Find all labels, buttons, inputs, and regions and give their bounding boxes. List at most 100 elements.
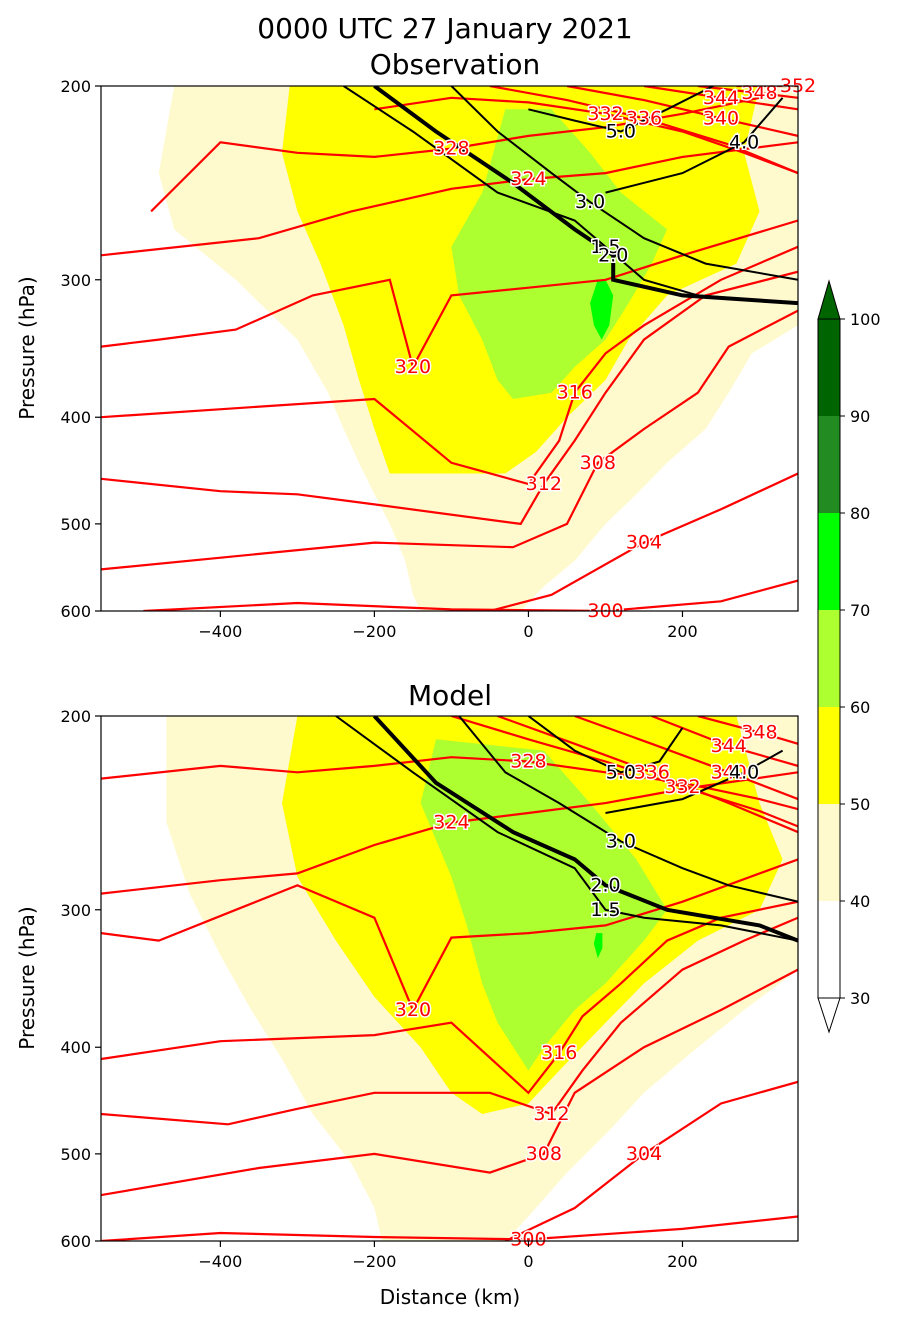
colorbar-tick-label: 30 [850, 989, 870, 1008]
colorbar-extend-min [817, 997, 841, 1034]
theta-contour-320 [101, 219, 798, 370]
y-axis-label: Pressure (hPa) [15, 276, 39, 419]
y-tick-label: 500 [60, 515, 91, 534]
pv-label-4.0: 4.0 [729, 761, 759, 783]
theta-contour-316 [101, 900, 798, 1095]
theta-label-304: 304 [626, 1143, 662, 1165]
x-tick-label: 200 [667, 1252, 698, 1271]
colorbar-tick-label: 50 [850, 795, 870, 814]
theta-label-312: 312 [526, 473, 562, 495]
theta-label-308: 308 [580, 452, 616, 474]
fill-region-70 [593, 933, 603, 959]
colorbar-segment [818, 901, 840, 998]
pv-contour-1.5 [335, 716, 798, 942]
plot-frame [100, 715, 799, 1242]
theta-label-316: 316 [557, 382, 593, 404]
theta-label-348: 348 [741, 82, 777, 104]
theta-contour-344 [651, 716, 798, 767]
theta-label-324: 324 [433, 812, 469, 834]
pv-contour-4.0 [605, 749, 784, 814]
theta-label-300: 300 [510, 1228, 546, 1250]
y-tick-label: 400 [60, 1038, 91, 1057]
y-tick-label: 400 [60, 408, 91, 427]
x-tick-label: 0 [523, 622, 533, 641]
pv-contour-1.5 [343, 86, 798, 305]
pv-label-5.0: 5.0 [606, 121, 636, 143]
theta-contour-300 [143, 579, 798, 611]
theta-label-312: 312 [533, 1103, 569, 1125]
theta-contour-344 [643, 86, 798, 111]
theta-label-316: 316 [541, 1042, 577, 1064]
theta-contour-336 [497, 716, 798, 834]
fill-region-70 [590, 279, 614, 340]
theta-contour-312 [101, 916, 798, 1126]
colorbar-segment [818, 513, 840, 610]
theta-label-324: 324 [510, 168, 546, 190]
theta-label-344: 344 [703, 87, 739, 109]
colorbar-segment [818, 707, 840, 804]
theta-label-336: 336 [634, 761, 670, 783]
theta-contour-348 [697, 86, 798, 99]
y-tick-label: 600 [60, 602, 91, 621]
theta-label-320: 320 [395, 999, 431, 1021]
plot-frame [100, 85, 799, 612]
panel-title-model: Model [408, 679, 492, 712]
pv-contour-4.0 [605, 97, 784, 194]
panel-title-observation: Observation [370, 48, 541, 81]
pv-contour-2.0 [373, 86, 798, 306]
pv-contour-5.0 [528, 86, 714, 133]
colorbar-extend-max [817, 279, 841, 320]
colorbar-tick-label: 100 [850, 310, 881, 329]
colorbar-segment [818, 416, 840, 513]
theta-label-332: 332 [587, 103, 623, 125]
theta-contour-308 [101, 309, 798, 571]
theta-contour-304 [504, 1080, 798, 1241]
x-tick-label: −400 [198, 1252, 242, 1271]
pv-label-3.0: 3.0 [575, 191, 605, 213]
colorbar-segment [818, 610, 840, 707]
y-tick-label: 300 [60, 271, 91, 290]
x-tick-label: −200 [352, 622, 396, 641]
x-tick-label: 200 [667, 622, 698, 641]
colorbar-tick-label: 70 [850, 601, 870, 620]
colorbar: 30 40 50 60 70 80 90 100 [817, 279, 881, 1034]
pv-label-4.0: 4.0 [729, 131, 759, 153]
figure-title: 0000 UTC 27 January 2021 [257, 12, 632, 45]
colorbar-tick-label: 80 [850, 504, 870, 523]
colorbar-tick-label: 90 [850, 407, 870, 426]
pv-label-1.5: 1.5 [590, 899, 620, 921]
colorbar-tick-label: 60 [850, 698, 870, 717]
pv-label-2.0: 2.0 [590, 874, 620, 896]
theta-label-336: 336 [626, 107, 662, 129]
theta-label-308: 308 [526, 1143, 562, 1165]
theta-contour-340 [574, 716, 798, 801]
x-tick-label: −200 [352, 1252, 396, 1271]
theta-contour-332 [451, 716, 798, 828]
theta-contour-324 [101, 771, 798, 895]
theta-contour-304 [489, 472, 798, 611]
theta-label-344: 344 [711, 735, 747, 757]
theta-label-340: 340 [711, 761, 747, 783]
pv-label-3.0: 3.0 [606, 830, 636, 852]
pv-contour-3.0 [450, 86, 798, 281]
colorbar-tick-label: 40 [850, 892, 870, 911]
theta-label-304: 304 [626, 532, 662, 554]
theta-contour-316 [101, 245, 798, 486]
theta-contour-328 [101, 756, 798, 811]
theta-label-340: 340 [703, 107, 739, 129]
x-tick-label: 0 [523, 1252, 533, 1271]
theta-contour-328 [150, 96, 760, 213]
theta-contour-348 [697, 716, 798, 745]
y-tick-label: 200 [60, 77, 91, 96]
colorbar-frame [817, 318, 841, 999]
pv-label-5.0: 5.0 [606, 761, 636, 783]
theta-contour-336 [489, 86, 798, 175]
y-tick-label: 600 [60, 1232, 91, 1251]
theta-contour-324 [101, 141, 798, 257]
theta-label-320: 320 [395, 356, 431, 378]
y-tick-label: 500 [60, 1145, 91, 1164]
pv-contour-5.0 [527, 716, 684, 774]
y-tick-label: 200 [60, 707, 91, 726]
